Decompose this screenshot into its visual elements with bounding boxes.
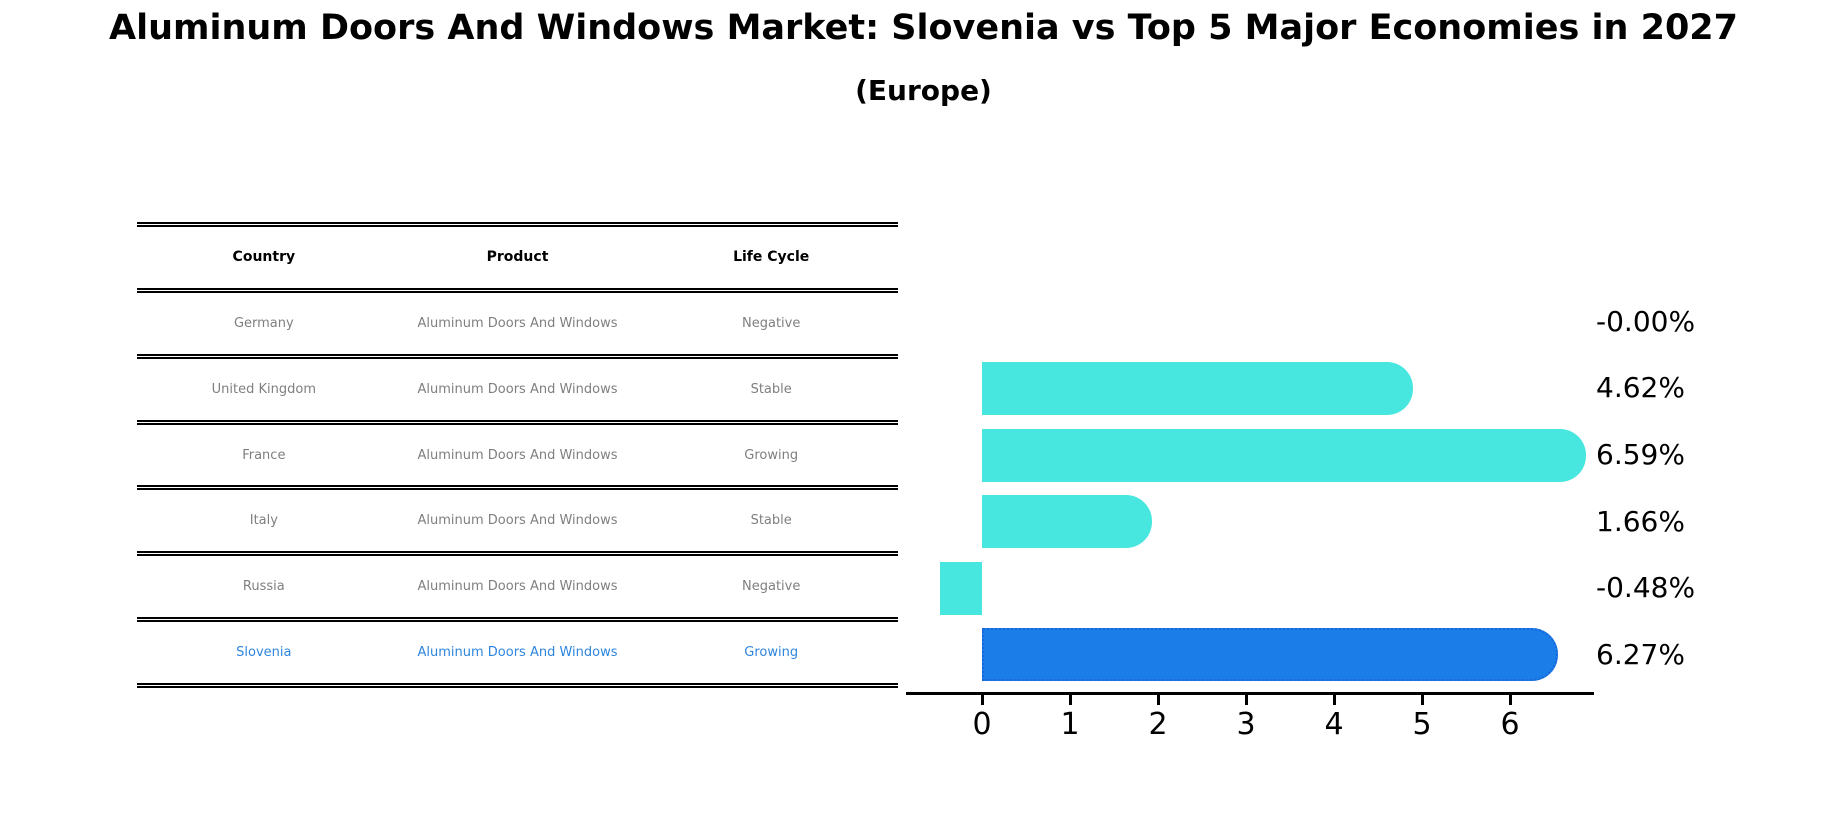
x-tick-label: 6 xyxy=(1500,707,1520,742)
bar-russia xyxy=(939,561,982,615)
cell-product: Aluminum Doors And Windows xyxy=(417,447,618,463)
cell-lifecycle: Negative xyxy=(742,315,801,331)
x-tick-label: 3 xyxy=(1236,707,1256,742)
bar-france xyxy=(982,428,1586,482)
table-row-united-kingdom: United Kingdom Aluminum Doors And Window… xyxy=(137,359,898,425)
cell-lifecycle: Growing xyxy=(744,645,799,661)
x-tick-label: 2 xyxy=(1148,707,1168,742)
x-tick-label: 0 xyxy=(972,707,992,742)
x-tick-mark xyxy=(1068,695,1072,705)
x-tick-mark xyxy=(980,695,984,705)
cell-product: Aluminum Doors And Windows xyxy=(417,645,618,661)
table-header-row: Country Product Life Cycle xyxy=(137,227,898,293)
bar-slovenia xyxy=(982,628,1558,682)
cell-country: Germany xyxy=(233,315,294,331)
table-row-italy: Italy Aluminum Doors And Windows Stable xyxy=(137,490,898,557)
x-tick-mark xyxy=(1332,695,1336,705)
header-cell-lifecycle: Life Cycle xyxy=(733,249,810,266)
page-title: Aluminum Doors And Windows Market: Slove… xyxy=(108,8,1739,48)
x-tick-label: 4 xyxy=(1324,707,1344,742)
value-label-russia: -0.48% xyxy=(1596,571,1696,605)
cell-lifecycle: Growing xyxy=(744,447,799,463)
table-row-france: France Aluminum Doors And Windows Growin… xyxy=(137,425,898,491)
cell-product: Aluminum Doors And Windows xyxy=(417,315,618,331)
header-cell-product: Product xyxy=(486,249,549,266)
cell-product: Aluminum Doors And Windows xyxy=(417,381,618,397)
value-label-slovenia: 6.27% xyxy=(1596,637,1685,671)
table-row-slovenia: Slovenia Aluminum Doors And Windows Grow… xyxy=(137,622,898,689)
comparison-table: Country Product Life Cycle Germany Alumi… xyxy=(137,222,898,689)
value-label-germany: -0.00% xyxy=(1596,304,1696,338)
table-row-russia: Russia Aluminum Doors And Windows Negati… xyxy=(137,556,898,623)
cell-product: Aluminum Doors And Windows xyxy=(417,579,618,595)
cell-country: Slovenia xyxy=(236,645,292,661)
value-label-italy: 1.66% xyxy=(1596,504,1685,538)
cell-country: Russia xyxy=(242,579,285,595)
x-tick-mark xyxy=(1508,695,1512,705)
x-tick-label: 5 xyxy=(1412,707,1432,742)
x-axis-line xyxy=(906,692,1594,695)
x-tick-label: 1 xyxy=(1060,707,1080,742)
x-tick-mark xyxy=(1420,695,1424,705)
value-label-france: 6.59% xyxy=(1596,438,1685,471)
cell-country: France xyxy=(242,447,286,463)
value-label-united-kingdom: 4.62% xyxy=(1596,371,1685,405)
x-tick-mark xyxy=(1244,695,1248,705)
header-cell-country: Country xyxy=(232,249,296,266)
cell-product: Aluminum Doors And Windows xyxy=(417,513,618,529)
page-subtitle: (Europe) xyxy=(855,74,992,107)
cell-lifecycle: Stable xyxy=(750,381,792,397)
cell-lifecycle: Stable xyxy=(750,513,792,529)
x-tick-mark xyxy=(1156,695,1160,705)
cell-country: United Kingdom xyxy=(211,381,316,397)
bar-united-kingdom xyxy=(982,361,1413,415)
cell-lifecycle: Negative xyxy=(742,579,801,595)
cell-country: Italy xyxy=(249,513,278,529)
table-row-germany: Germany Aluminum Doors And Windows Negat… xyxy=(137,293,898,359)
bar-italy xyxy=(982,495,1153,549)
